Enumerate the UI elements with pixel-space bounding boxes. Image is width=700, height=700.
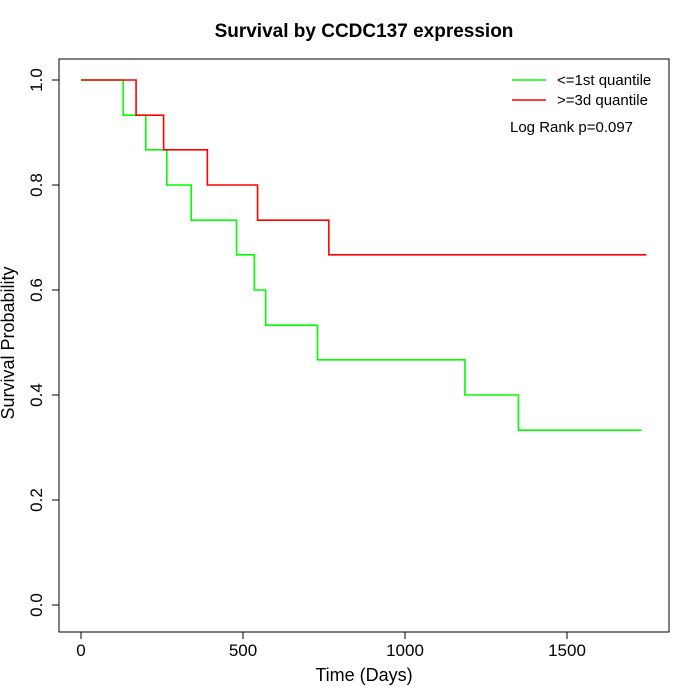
log-rank-annotation: Log Rank p=0.097 <box>510 119 633 136</box>
legend-label: <=1st quantile <box>557 72 651 89</box>
y-tick-label: 1.0 <box>27 68 46 92</box>
y-tick-label: 0.0 <box>27 593 46 617</box>
y-tick-label: 0.4 <box>27 383 46 407</box>
x-axis: 0 500 1000 1500 <box>76 631 586 660</box>
y-axis-label: Survival Probability <box>0 266 18 419</box>
x-tick-label: 1500 <box>548 641 586 660</box>
y-tick-label: 0.6 <box>27 278 46 302</box>
x-axis-label: Time (Days) <box>315 665 412 685</box>
y-tick-label: 0.8 <box>27 173 46 197</box>
y-axis: 0.0 0.2 0.4 0.6 0.8 1.0 <box>27 68 60 617</box>
x-tick-label: 1000 <box>386 641 424 660</box>
x-tick-label: 0 <box>76 641 85 660</box>
series-layer <box>81 79 647 431</box>
survival-curve-2 <box>81 79 647 256</box>
x-tick-label: 500 <box>229 641 257 660</box>
survival-curve-1 <box>81 79 642 431</box>
chart-title: Survival by CCDC137 expression <box>215 21 514 42</box>
y-tick-label: 0.2 <box>27 488 46 512</box>
legend-label: >=3d quantile <box>557 92 648 109</box>
legend: <=1st quantile >=3d quantile <box>512 72 651 109</box>
plot-frame <box>58 58 670 633</box>
